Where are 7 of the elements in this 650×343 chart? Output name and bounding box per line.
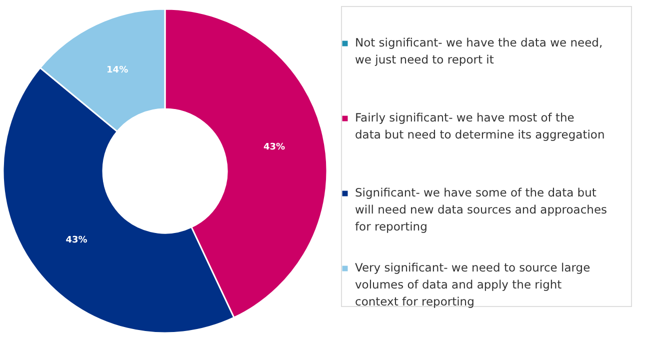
data-label: 43% bbox=[66, 236, 88, 246]
data-label: 43% bbox=[264, 142, 286, 153]
data-label: 14% bbox=[106, 66, 128, 76]
legend-label: Significant- we have some of the data but will need new data sources and approaches for reporting bbox=[355, 186, 608, 234]
legend-label: Not significant- we have the data we need, we just need to report it bbox=[355, 36, 603, 66]
legend-label: Fairly significant- we have most of the data but need to determine its aggregation bbox=[355, 110, 605, 142]
legend-label: Very significant- we need to source large volumes of data and apply the right context for reporting bbox=[355, 260, 590, 308]
